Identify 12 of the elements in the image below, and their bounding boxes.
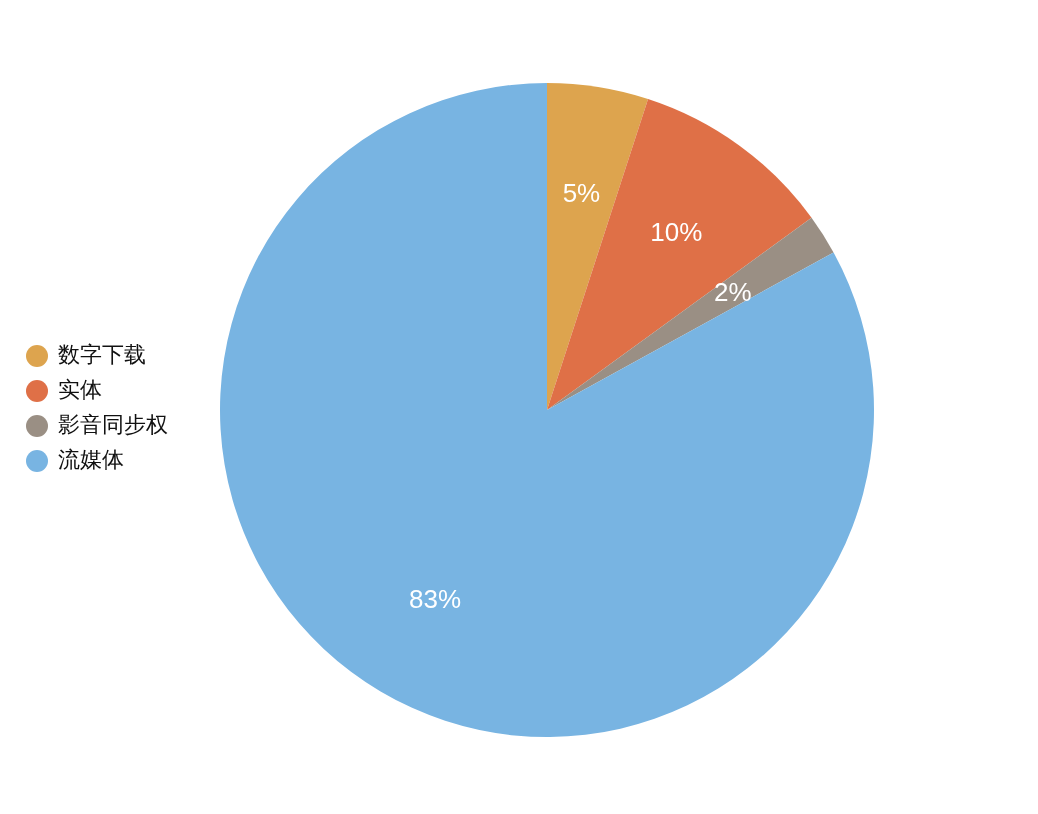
data-label: 5% — [562, 177, 601, 208]
legend-label: 实体 — [58, 377, 102, 402]
pie-slice — [547, 83, 649, 410]
legend-label: 流媒体 — [58, 447, 124, 472]
legend-label: 影音同步权 — [58, 412, 168, 437]
pie-slice — [547, 99, 812, 410]
legend-label: 数字下载 — [58, 342, 146, 367]
pie-slice — [220, 83, 874, 737]
data-label: 83% — [408, 584, 462, 615]
data-label: 10% — [650, 217, 703, 248]
pie-slice — [547, 217, 834, 410]
data-label: 2% — [713, 277, 752, 308]
